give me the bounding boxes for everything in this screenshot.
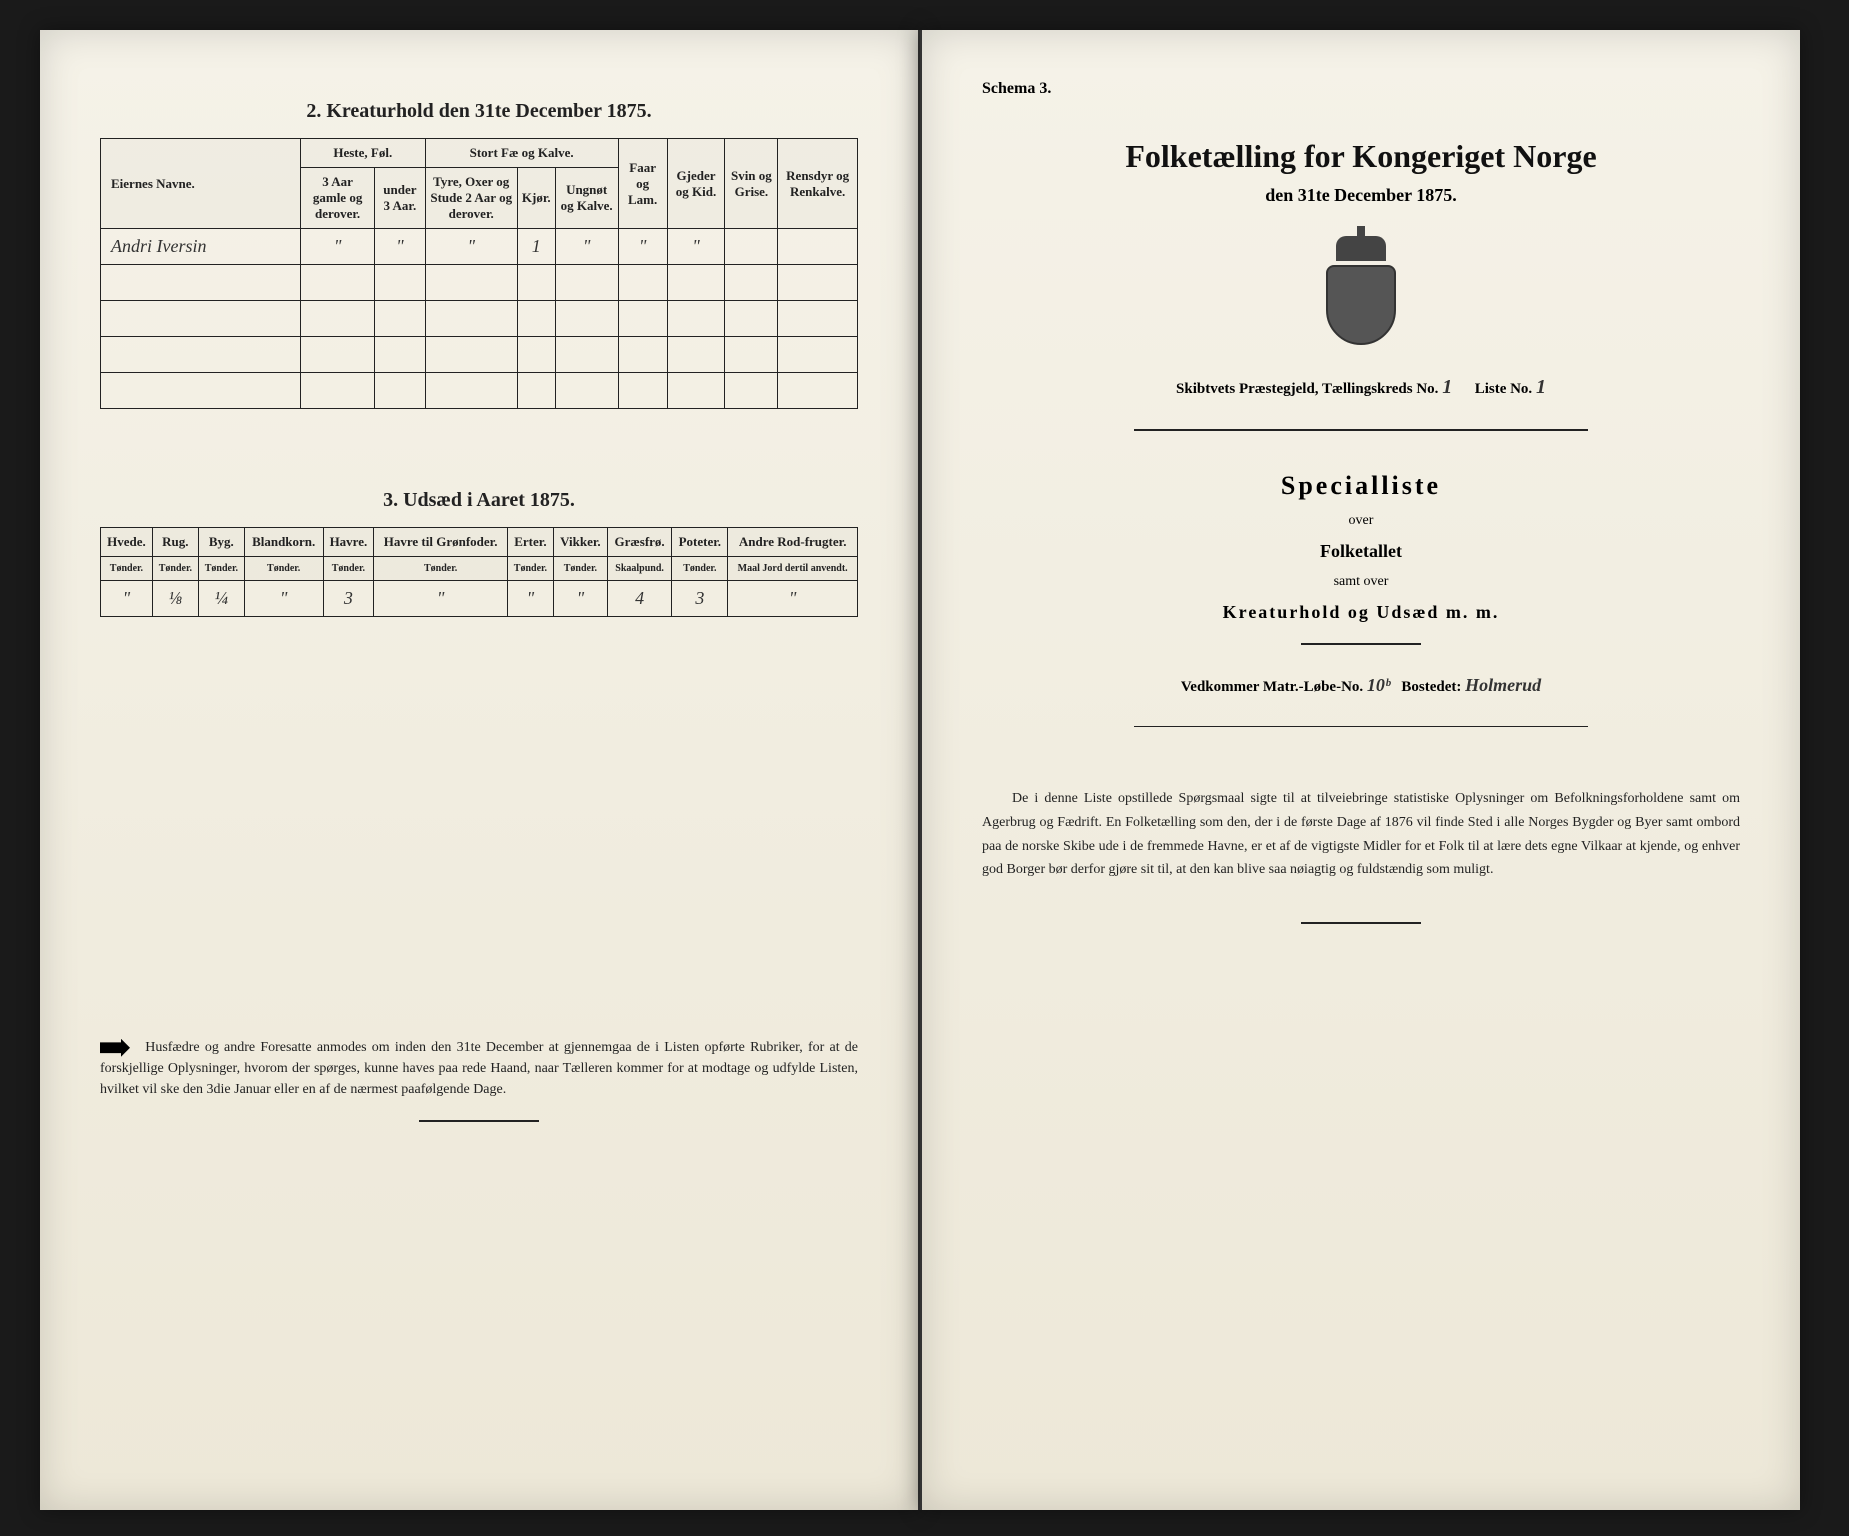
bostedet: Holmerud <box>1465 675 1541 695</box>
cell: " <box>618 229 667 265</box>
col-tyre: Tyre, Oxer og Stude 2 Aar og derover. <box>425 168 517 229</box>
col: Blandkorn. <box>244 528 323 557</box>
col-name: Eiernes Navne. <box>101 139 301 229</box>
col: Byg. <box>198 528 244 557</box>
bostedet-prefix: Bostedet: <box>1401 679 1461 695</box>
parish-line: Skibtvets Præstegjeld, Tællingskreds No.… <box>982 376 1740 399</box>
special-title: Specialliste <box>982 471 1740 501</box>
col: Vikker. <box>553 528 607 557</box>
liste-prefix: Liste No. <box>1475 381 1533 397</box>
divider <box>1134 726 1589 728</box>
cell: " <box>553 581 607 617</box>
pointer-icon <box>100 1039 130 1057</box>
col-rensdyr: Rensdyr og Renkalve. <box>778 139 858 229</box>
unit: Tønder. <box>553 557 607 581</box>
cell: " <box>244 581 323 617</box>
unit: Skaalpund. <box>607 557 671 581</box>
table-row <box>101 265 858 301</box>
cell: 3 <box>323 581 374 617</box>
cell: 1 <box>517 229 555 265</box>
divider <box>419 1120 539 1122</box>
seed-table: Hvede. Rug. Byg. Blandkorn. Havre. Havre… <box>100 527 858 617</box>
unit: Tønder. <box>198 557 244 581</box>
unit: Tønder. <box>374 557 508 581</box>
cell: " <box>301 229 375 265</box>
divider <box>1134 429 1589 431</box>
cell-name: Andri Iversin <box>101 229 301 265</box>
cell: " <box>728 581 858 617</box>
kreaturhold-line: Kreaturhold og Udsæd m. m. <box>982 602 1740 623</box>
over-text: over <box>982 513 1740 529</box>
parish-prefix: Skibtvets Præstegjeld, Tællingskreds No. <box>1176 381 1438 397</box>
section3-title: 3. Udsæd i Aaret 1875. <box>100 489 858 512</box>
samt-over: samt over <box>982 574 1740 590</box>
unit: Tønder. <box>152 557 198 581</box>
col-ungnot: Ungnøt og Kalve. <box>555 168 618 229</box>
cell: " <box>374 581 508 617</box>
unit: Tønder. <box>323 557 374 581</box>
table-row: Andri Iversin " " " 1 " " " <box>101 229 858 265</box>
cell: " <box>101 581 153 617</box>
divider <box>1301 922 1421 924</box>
col: Havre til Grønfoder. <box>374 528 508 557</box>
col: Rug. <box>152 528 198 557</box>
col-heste-group: Heste, Føl. <box>301 139 426 168</box>
col: Græsfrø. <box>607 528 671 557</box>
right-page: Schema 3. Folketælling for Kongeriget No… <box>920 30 1800 1510</box>
cell: " <box>555 229 618 265</box>
folketallet: Folketallet <box>982 541 1740 562</box>
matr-line: Vedkommer Matr.-Løbe-No. 10ᵇ Bostedet: H… <box>982 675 1740 696</box>
divider <box>1301 643 1421 645</box>
cell: " <box>507 581 553 617</box>
unit: Tønder. <box>244 557 323 581</box>
col-svin: Svin og Grise. <box>725 139 778 229</box>
col-kjor: Kjør. <box>517 168 555 229</box>
col-heste-3aar: 3 Aar gamle og derover. <box>301 168 375 229</box>
col: Poteter. <box>672 528 728 557</box>
left-page: 2. Kreaturhold den 31te December 1875. E… <box>40 30 920 1510</box>
unit: Maal Jord dertil anvendt. <box>728 557 858 581</box>
col-heste-under3: under 3 Aar. <box>375 168 425 229</box>
body-text: De i denne Liste opstillede Spørgsmaal s… <box>982 787 1740 882</box>
col: Andre Rod-frugter. <box>728 528 858 557</box>
parish-kreds: 1 <box>1442 376 1452 398</box>
cell <box>725 229 778 265</box>
section2-title: 2. Kreaturhold den 31te December 1875. <box>100 100 858 123</box>
sub-title: den 31te December 1875. <box>982 185 1740 206</box>
table-row <box>101 337 858 373</box>
coat-of-arms-icon <box>1316 236 1406 346</box>
schema-label: Schema 3. <box>982 80 1740 98</box>
cell: 4 <box>607 581 671 617</box>
col-stort-group: Stort Fæ og Kalve. <box>425 139 618 168</box>
col-faar: Faar og Lam. <box>618 139 667 229</box>
footnote: Husfædre og andre Foresatte anmodes om i… <box>100 1037 858 1100</box>
cell: " <box>425 229 517 265</box>
cell: " <box>375 229 425 265</box>
col: Hvede. <box>101 528 153 557</box>
table-row: " ⅛ ¼ " 3 " " " 4 3 " <box>101 581 858 617</box>
cell: ⅛ <box>152 581 198 617</box>
col: Erter. <box>507 528 553 557</box>
matr-no: 10ᵇ <box>1367 675 1390 695</box>
main-title: Folketælling for Kongeriget Norge <box>982 138 1740 175</box>
table-row <box>101 301 858 337</box>
livestock-table: Eiernes Navne. Heste, Føl. Stort Fæ og K… <box>100 138 858 409</box>
liste-no: 1 <box>1536 376 1546 398</box>
unit: Tønder. <box>672 557 728 581</box>
table-row <box>101 373 858 409</box>
cell: " <box>667 229 725 265</box>
col: Havre. <box>323 528 374 557</box>
footnote-text: Husfædre og andre Foresatte anmodes om i… <box>100 1040 858 1097</box>
col-gjeder: Gjeder og Kid. <box>667 139 725 229</box>
unit: Tønder. <box>507 557 553 581</box>
unit: Tønder. <box>101 557 153 581</box>
matr-prefix: Vedkommer Matr.-Løbe-No. <box>1181 679 1363 695</box>
cell: 3 <box>672 581 728 617</box>
cell <box>778 229 858 265</box>
cell: ¼ <box>198 581 244 617</box>
